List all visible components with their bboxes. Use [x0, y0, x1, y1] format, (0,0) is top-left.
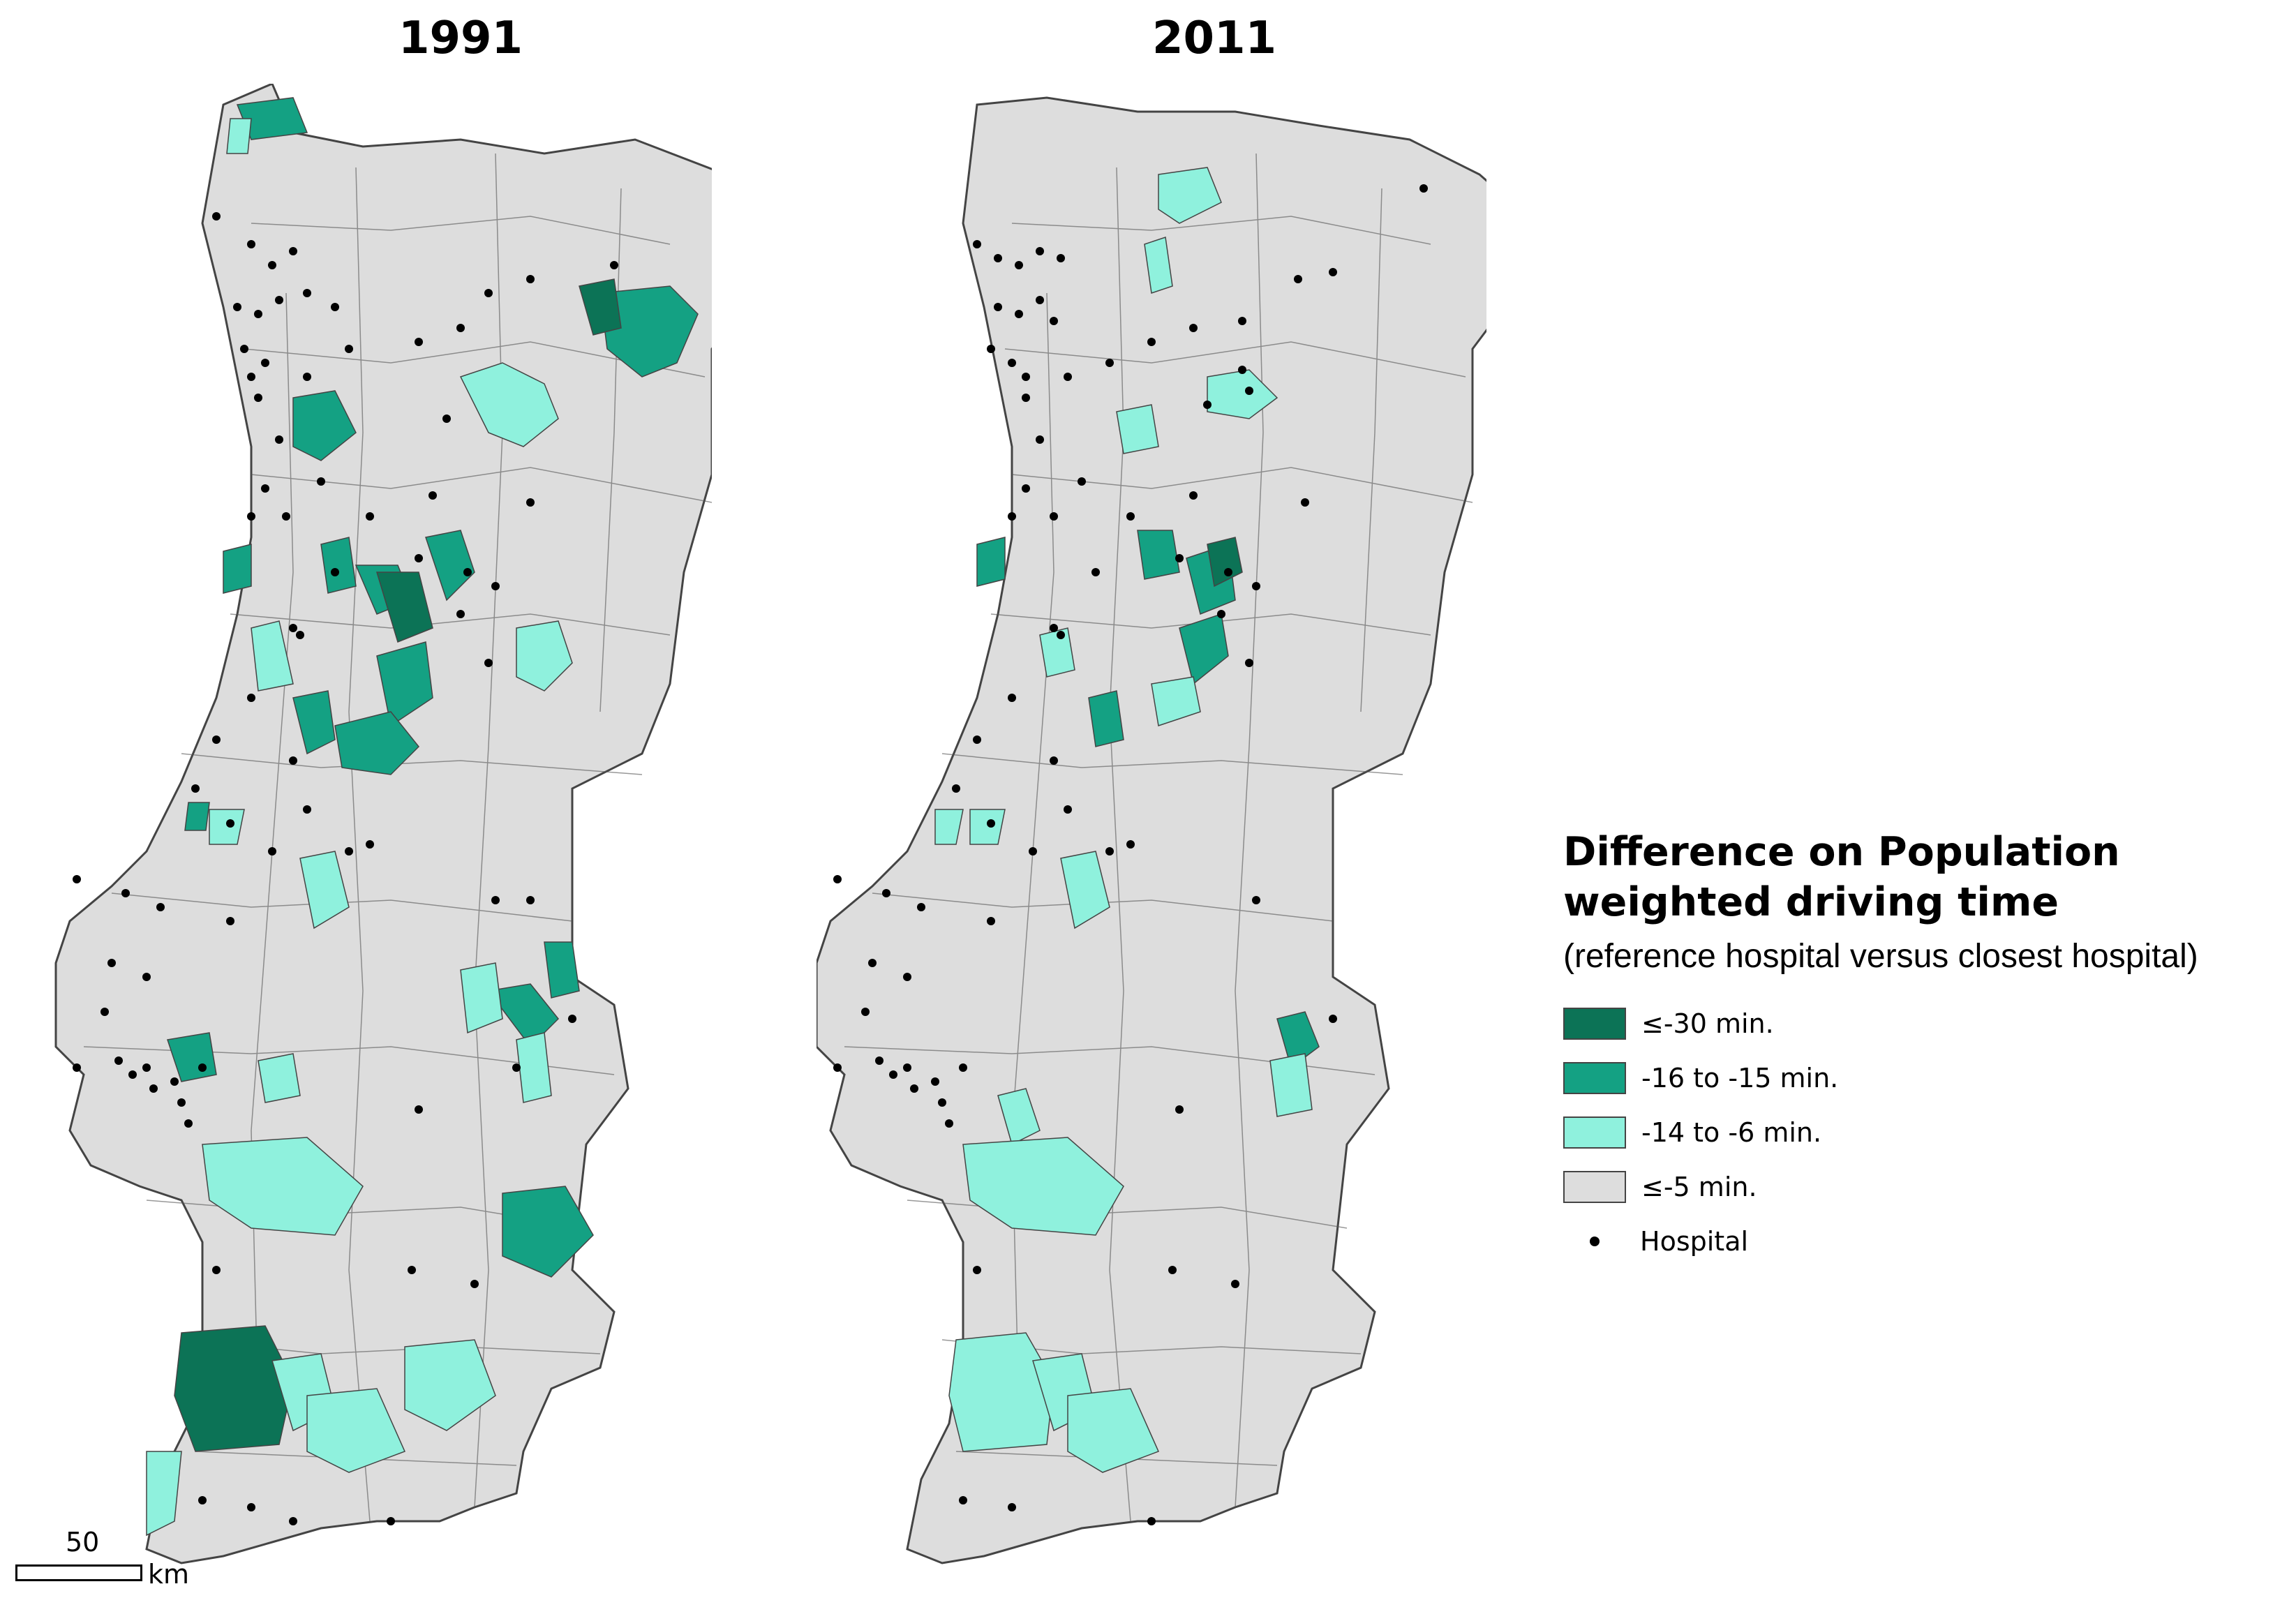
- hospital-dot-icon: [1590, 1237, 1600, 1246]
- scale-value: 50: [66, 1527, 100, 1557]
- legend-item-class-2: -16 to -15 min.: [1563, 1051, 2233, 1105]
- map-2011: [817, 96, 1486, 1564]
- hospitals-2011: [833, 184, 1428, 1525]
- legend-subtitle: (reference hospital versus closest hospi…: [1563, 938, 2198, 975]
- legend-items: ≤-30 min. -16 to -15 min. -14 to -6 min.…: [1563, 996, 2233, 1269]
- legend-label-class-3: -14 to -6 min.: [1641, 1117, 1822, 1148]
- map-title-1991: 1991: [398, 13, 523, 64]
- legend-swatch-class-3: [1563, 1116, 1626, 1149]
- legend: Difference on Population weighted drivin…: [1563, 827, 2233, 1269]
- legend-label-class-1: ≤-30 min.: [1641, 1008, 1774, 1039]
- scale-unit: km: [148, 1559, 190, 1590]
- legend-swatch-class-4: [1563, 1171, 1626, 1203]
- scale-bar-box: [15, 1564, 142, 1581]
- legend-swatch-class-1: [1563, 1008, 1626, 1040]
- legend-title: Difference on Population weighted drivin…: [1563, 829, 2120, 925]
- legend-item-hospital: Hospital: [1563, 1214, 2233, 1269]
- classified-municipalities-1991: [146, 97, 699, 1537]
- legend-item-class-4: ≤-5 min.: [1563, 1160, 2233, 1214]
- classified-municipalities-2011: [934, 167, 1320, 1473]
- legend-swatch-class-2: [1563, 1062, 1626, 1094]
- legend-item-class-3: -14 to -6 min.: [1563, 1105, 2233, 1160]
- legend-item-class-1: ≤-30 min.: [1563, 996, 2233, 1051]
- map-title-2011: 2011: [1151, 13, 1277, 64]
- legend-label-class-2: -16 to -15 min.: [1641, 1063, 1839, 1093]
- map-1991: [54, 84, 712, 1564]
- hospitals-1991: [73, 212, 618, 1525]
- legend-label-hospital: Hospital: [1640, 1226, 1749, 1257]
- legend-label-class-4: ≤-5 min.: [1641, 1172, 1757, 1202]
- outline-2011: [817, 96, 1486, 1564]
